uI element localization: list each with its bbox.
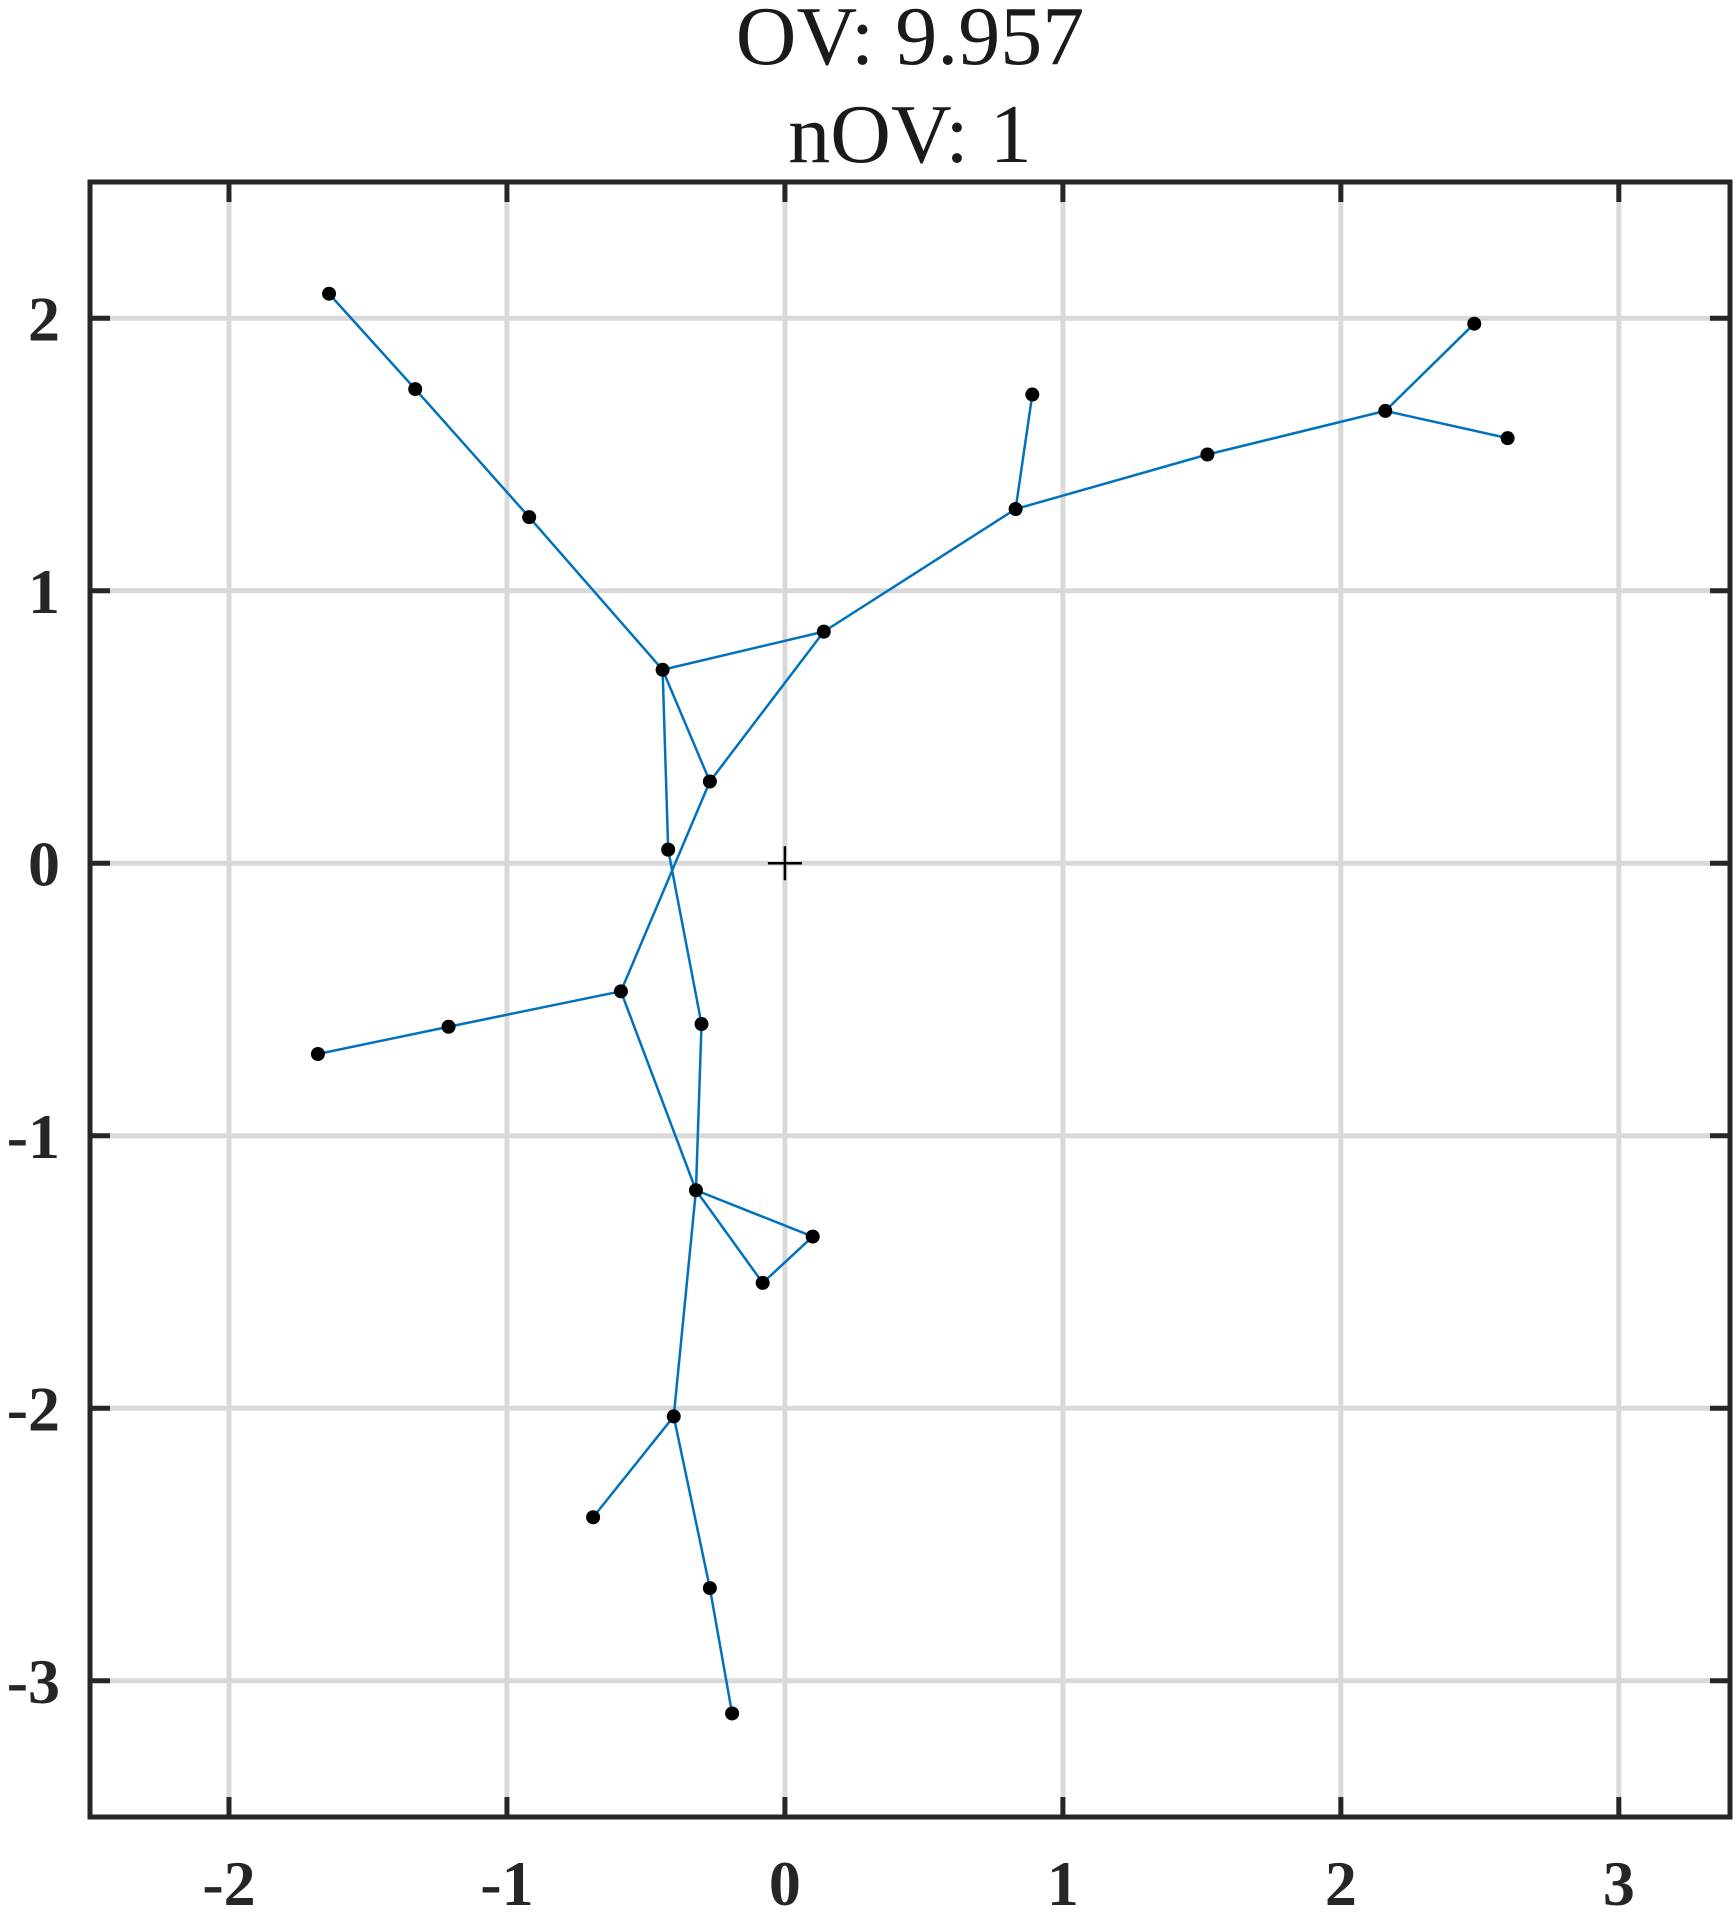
graph-edge [1384,409,1509,440]
graph-node [725,1706,740,1721]
graph-nodes [310,286,1515,1721]
graph-edge [619,780,712,993]
graph-edge [591,1415,675,1519]
graph-edge [447,990,623,1028]
graph-edge [527,515,664,672]
graph-edge [694,1022,703,1192]
plot-frame [87,179,1733,1820]
x-tick-label: 1 [1047,1848,1079,1919]
graph-node [661,842,676,857]
graph-edge [327,292,417,391]
y-tick-label: -1 [7,1101,60,1172]
graph-node [310,1047,325,1061]
graph-edge [672,1189,698,1418]
graph-edge [661,630,826,672]
graph-node [1467,316,1482,331]
graph-edge [413,387,531,519]
x-tick-label: 0 [769,1848,801,1919]
graph-node [1378,403,1393,418]
graph-edges [316,292,1509,1715]
graph-node [1200,447,1215,462]
graph-node [1500,431,1515,446]
axis-ticks [90,182,1730,1817]
x-tick-label: -2 [202,1848,255,1919]
graph-edge [822,507,1017,633]
graph-edge [619,990,698,1192]
x-tick-label: -1 [480,1848,533,1919]
y-tick-label: 1 [28,556,60,627]
graph-node [586,1510,601,1525]
x-tick-label: 3 [1603,1848,1635,1919]
graph-node [805,1229,820,1244]
graph-edge [761,1235,814,1285]
graph-node [688,1183,703,1198]
graph-edge [708,630,826,783]
graph-edge [661,668,670,851]
graph-edge [694,1189,764,1285]
graph-node [408,382,423,397]
graph-node [522,510,537,525]
chart-title-line-2: nOV: 1 [788,88,1031,181]
chart-title-line-1: OV: 9.957 [736,0,1084,83]
graph-node [702,1581,717,1596]
y-tick-label: 2 [28,283,60,354]
x-tick-labels: -2 -1 0 1 2 3 [202,1848,1634,1919]
origin-marker [767,846,802,881]
graph-node [755,1275,770,1290]
graph-node [694,1017,709,1032]
graph-node [816,624,831,639]
y-tick-labels: -3 -2 -1 0 1 2 [7,283,60,1717]
graph-node [666,1409,681,1424]
graph-edge [694,1189,814,1238]
grid-lines [90,182,1730,1817]
graph-edge [708,1586,734,1715]
graph-edge [661,668,712,783]
graph-edge [1206,409,1387,456]
graph-edge [666,848,703,1026]
y-tick-label: -3 [7,1646,60,1717]
graph-node [441,1019,456,1034]
graph-node [1008,502,1023,516]
x-tick-label: 2 [1325,1848,1357,1919]
graph-node [702,774,717,789]
graph-edge [1384,322,1476,413]
graph-edge [316,1025,450,1056]
graph-node [322,286,337,301]
y-tick-label: -2 [7,1373,60,1444]
y-tick-label: 0 [28,828,60,899]
graph-node [613,984,628,999]
graph-node [1025,387,1040,402]
graph-node [655,662,670,677]
graph-edge [1014,453,1209,511]
graph-edge [1014,393,1034,511]
graph-edge [672,1415,712,1590]
